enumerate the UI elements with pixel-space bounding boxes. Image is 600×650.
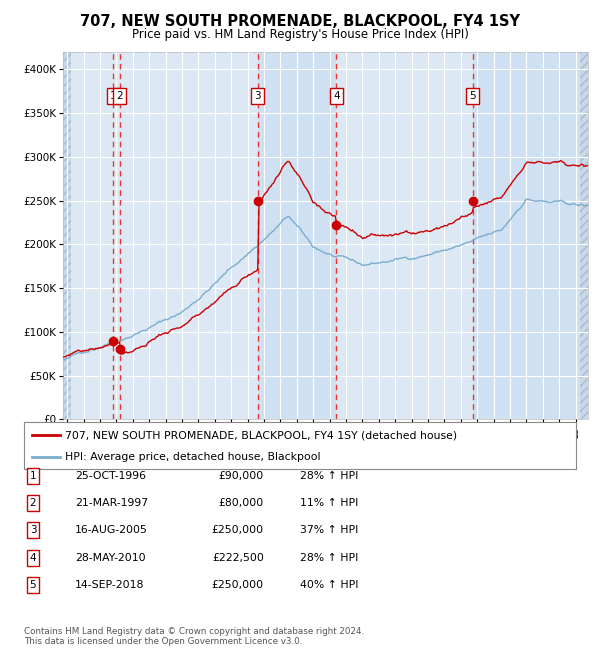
Text: 2: 2 — [116, 91, 123, 101]
Text: HPI: Average price, detached house, Blackpool: HPI: Average price, detached house, Blac… — [65, 452, 321, 461]
Text: 11% ↑ HPI: 11% ↑ HPI — [300, 498, 358, 508]
Bar — [473, 52, 580, 419]
Text: 5: 5 — [29, 580, 37, 590]
Text: 37% ↑ HPI: 37% ↑ HPI — [300, 525, 358, 536]
Text: 3: 3 — [29, 525, 37, 536]
Text: 1: 1 — [110, 91, 116, 101]
Text: 3: 3 — [254, 91, 261, 101]
Text: 707, NEW SOUTH PROMENADE, BLACKPOOL, FY4 1SY (detached house): 707, NEW SOUTH PROMENADE, BLACKPOOL, FY4… — [65, 430, 458, 440]
Text: Contains HM Land Registry data © Crown copyright and database right 2024.: Contains HM Land Registry data © Crown c… — [24, 627, 364, 636]
Text: 14-SEP-2018: 14-SEP-2018 — [75, 580, 145, 590]
Text: 707, NEW SOUTH PROMENADE, BLACKPOOL, FY4 1SY: 707, NEW SOUTH PROMENADE, BLACKPOOL, FY4… — [80, 14, 520, 29]
Text: £250,000: £250,000 — [212, 580, 264, 590]
Bar — [580, 52, 588, 419]
Text: 2: 2 — [29, 498, 37, 508]
Bar — [63, 52, 71, 419]
Text: 25-OCT-1996: 25-OCT-1996 — [75, 471, 146, 481]
Text: 28% ↑ HPI: 28% ↑ HPI — [300, 471, 358, 481]
Text: £222,500: £222,500 — [212, 552, 264, 563]
Text: 1: 1 — [29, 471, 37, 481]
Text: 16-AUG-2005: 16-AUG-2005 — [75, 525, 148, 536]
Text: 4: 4 — [333, 91, 340, 101]
Text: 28% ↑ HPI: 28% ↑ HPI — [300, 552, 358, 563]
Text: 21-MAR-1997: 21-MAR-1997 — [75, 498, 148, 508]
Text: 28-MAY-2010: 28-MAY-2010 — [75, 552, 146, 563]
Bar — [258, 52, 337, 419]
Text: Price paid vs. HM Land Registry's House Price Index (HPI): Price paid vs. HM Land Registry's House … — [131, 28, 469, 41]
Text: 4: 4 — [29, 552, 37, 563]
Text: £80,000: £80,000 — [219, 498, 264, 508]
Bar — [63, 52, 71, 419]
Text: This data is licensed under the Open Government Licence v3.0.: This data is licensed under the Open Gov… — [24, 637, 302, 646]
Text: £90,000: £90,000 — [219, 471, 264, 481]
Bar — [580, 52, 588, 419]
Text: 40% ↑ HPI: 40% ↑ HPI — [300, 580, 359, 590]
Text: 5: 5 — [469, 91, 476, 101]
Text: £250,000: £250,000 — [212, 525, 264, 536]
